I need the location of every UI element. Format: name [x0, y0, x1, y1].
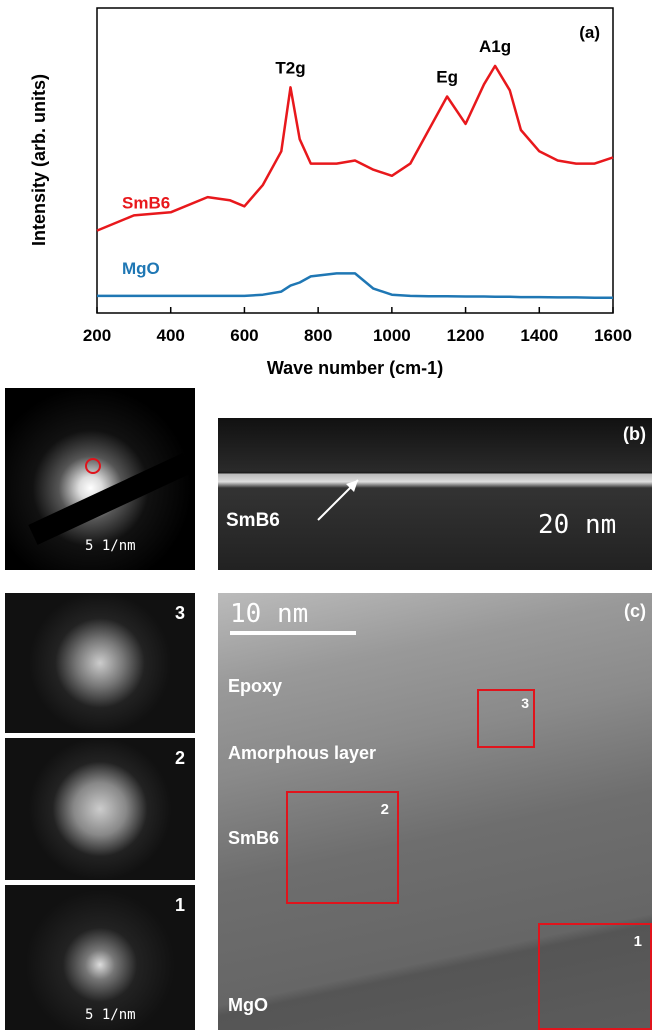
region-label: Amorphous layer: [228, 743, 377, 763]
scale-bar: [230, 631, 356, 635]
series-line: [97, 272, 613, 300]
diffraction-image: 5 1/nm: [5, 388, 195, 570]
region-label: Epoxy: [228, 676, 283, 696]
y-axis-label: Intensity (arb. units): [29, 74, 49, 246]
peak-label: A1g: [479, 37, 511, 56]
box-label: 3: [521, 695, 529, 711]
scale-label: 5 1/nm: [85, 1007, 136, 1023]
beam-stop: [28, 453, 192, 545]
panel-label: (a): [579, 23, 600, 42]
box-label: 1: [633, 933, 642, 950]
x-tick-label: 800: [304, 326, 332, 345]
panel-label: (c): [624, 601, 646, 621]
fft-label: 1: [174, 895, 185, 915]
region-box: 3: [477, 689, 535, 748]
region-box: 1: [538, 923, 652, 1030]
fft-image: 3: [5, 593, 195, 733]
fft-image: 1 5 1/nm: [5, 885, 195, 1030]
peak-label: Eg: [436, 67, 458, 86]
scale-label: 20 nm: [538, 510, 617, 540]
tem-image-c: (c) 10 nm Epoxy Amorphous layer SmB6 MgO…: [218, 593, 652, 1030]
peak-label: T2g: [275, 58, 305, 77]
fft-image: 2: [5, 738, 195, 880]
scale-label: 5 1/nm: [85, 538, 136, 554]
x-tick-label: 1000: [373, 326, 411, 345]
box-label: 2: [380, 801, 389, 818]
x-tick-label: 400: [157, 326, 185, 345]
tem-image-b: (b) SmB6 20 nm: [218, 418, 652, 570]
fft-label: 3: [174, 603, 185, 623]
x-tick-label: 1600: [594, 326, 632, 345]
x-tick-label: 1400: [520, 326, 558, 345]
x-tick-label: 1200: [447, 326, 485, 345]
arrow: [317, 479, 359, 521]
fft-label: 2: [174, 748, 185, 768]
x-tick-label: 200: [83, 326, 111, 345]
raman-chart: (a) Wave number (cm-1) Intensity (arb. u…: [29, 7, 632, 378]
region-label: SmB6: [228, 828, 280, 848]
region-label: MgO: [228, 995, 268, 1015]
layer-label: SmB6: [226, 510, 280, 531]
x-tick-label: 600: [230, 326, 258, 345]
series-label: SmB6: [122, 194, 170, 213]
scale-label: 10 nm: [230, 599, 309, 629]
plot-frame: [96, 7, 614, 314]
x-axis-label: Wave number (cm-1): [267, 358, 443, 378]
series-label: MgO: [122, 259, 160, 278]
series-line: [96, 64, 614, 232]
panel-label: (b): [623, 424, 646, 444]
selected-spot: [85, 458, 101, 474]
region-box: 2: [286, 791, 399, 904]
